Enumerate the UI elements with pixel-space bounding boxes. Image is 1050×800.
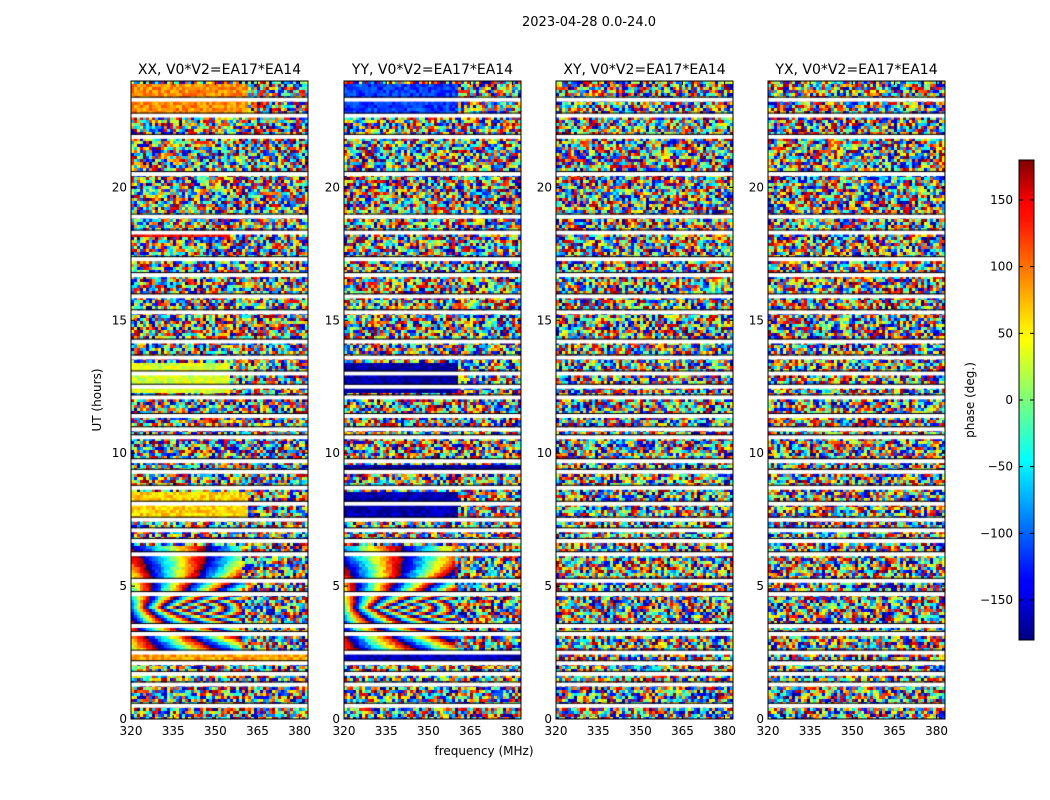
x-tick-label: 320 bbox=[757, 724, 780, 738]
y-tick-label: 0 bbox=[332, 712, 340, 726]
y-tick-label: 0 bbox=[544, 712, 552, 726]
y-tick-label: 5 bbox=[756, 579, 764, 593]
x-tick-label: 380 bbox=[501, 724, 524, 738]
x-tick-label: 350 bbox=[841, 724, 864, 738]
panel-2: YY, V0*V2=EA17*EA14 320 335 350 365 380 0 5 10 15… bbox=[325, 62, 524, 738]
x-tick-label: 320 bbox=[120, 724, 143, 738]
y-tick-label: 10 bbox=[325, 446, 340, 460]
panel-title: YX, V0*V2=EA17*EA14 bbox=[774, 62, 937, 78]
panel-3: XY, V0*V2=EA17*EA14 320 335 350 365 380 0 5 10 15… bbox=[537, 62, 736, 738]
panel-heatmap bbox=[556, 81, 733, 719]
panel-4: YX, V0*V2=EA17*EA14 320 335 350 365 380 0 5 10 15… bbox=[749, 62, 948, 738]
y-tick-label: 15 bbox=[537, 313, 552, 327]
colorbar-tick-label: −100 bbox=[980, 526, 1013, 540]
x-tick-label: 335 bbox=[587, 724, 610, 738]
x-tick-label: 380 bbox=[713, 724, 736, 738]
x-tick-label: 320 bbox=[333, 724, 356, 738]
panel-frame bbox=[767, 80, 946, 720]
x-tick-label: 350 bbox=[629, 724, 652, 738]
y-axis-label: UT (hours) bbox=[90, 368, 104, 431]
y-tick-label: 5 bbox=[119, 579, 127, 593]
colorbar-tick-label: −150 bbox=[980, 593, 1013, 607]
y-tick-label: 5 bbox=[332, 579, 340, 593]
colorbar-label: phase (deg.) bbox=[963, 362, 977, 438]
x-tick-label: 365 bbox=[671, 724, 694, 738]
y-tick-label: 10 bbox=[537, 446, 552, 460]
y-tick-label: 5 bbox=[544, 579, 552, 593]
y-tick-label: 15 bbox=[749, 313, 764, 327]
colorbar: 150 100 50 0 −50 −100 −150 phase (deg.) bbox=[963, 159, 1035, 641]
panel-heatmap bbox=[768, 81, 945, 719]
y-tick-label: 20 bbox=[112, 180, 127, 194]
y-tick-label: 0 bbox=[756, 712, 764, 726]
x-axis-label: frequency (MHz) bbox=[434, 744, 533, 758]
x-tick-label: 335 bbox=[799, 724, 822, 738]
colorbar-tick-label: 100 bbox=[990, 260, 1013, 274]
y-tick-label: 0 bbox=[119, 712, 127, 726]
x-tick-label: 320 bbox=[545, 724, 568, 738]
y-tick-label: 10 bbox=[112, 446, 127, 460]
y-tick-label: 20 bbox=[749, 180, 764, 194]
y-tick-label: 20 bbox=[537, 180, 552, 194]
y-tick-label: 10 bbox=[749, 446, 764, 460]
x-tick-label: 350 bbox=[204, 724, 227, 738]
x-tick-label: 335 bbox=[375, 724, 398, 738]
y-tick-label: 20 bbox=[325, 180, 340, 194]
panel-title: XX, V0*V2=EA17*EA14 bbox=[138, 62, 301, 78]
colorbar-tick-label: 50 bbox=[998, 326, 1013, 340]
x-tick-label: 365 bbox=[883, 724, 906, 738]
x-tick-label: 380 bbox=[288, 724, 311, 738]
x-tick-label: 335 bbox=[162, 724, 185, 738]
x-tick-label: 365 bbox=[246, 724, 269, 738]
panel-frame bbox=[343, 80, 522, 720]
figure-title: 2023-04-28 0.0-24.0 bbox=[522, 15, 656, 30]
panel-frame bbox=[555, 80, 734, 720]
panel-heatmap bbox=[344, 81, 521, 719]
colorbar-tick-label: 150 bbox=[990, 193, 1013, 207]
colorbar-tick-label: −50 bbox=[988, 460, 1013, 474]
panel-title: XY, V0*V2=EA17*EA14 bbox=[563, 62, 725, 78]
colorbar-tick-label: 0 bbox=[1005, 393, 1013, 407]
x-tick-label: 380 bbox=[925, 724, 948, 738]
panel-heatmap bbox=[131, 81, 308, 719]
x-tick-label: 350 bbox=[417, 724, 440, 738]
y-tick-label: 15 bbox=[325, 313, 340, 327]
panel-frame bbox=[130, 80, 309, 720]
panel-title: YY, V0*V2=EA17*EA14 bbox=[351, 62, 513, 78]
panel-1: XX, V0*V2=EA17*EA14 320 335 350 365 380 0 5 10 15… bbox=[112, 62, 311, 738]
x-tick-label: 365 bbox=[459, 724, 482, 738]
y-tick-label: 15 bbox=[112, 313, 127, 327]
